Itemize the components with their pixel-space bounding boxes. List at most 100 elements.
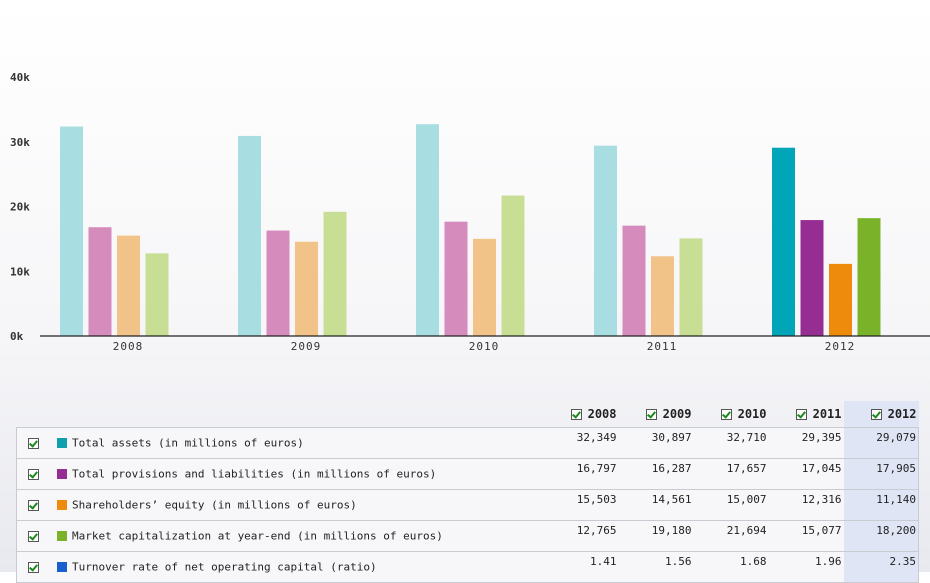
bar-2010-series-2[interactable] (444, 221, 468, 336)
value-cell-2008: 15,503 (543, 489, 619, 521)
checkbox-checked-icon[interactable] (720, 409, 732, 420)
value-cell-2011: 17,045 (768, 458, 844, 490)
value-cell-2012: 18,200 (843, 520, 919, 552)
y-tick-label: 40k (10, 71, 30, 84)
value-cell-2010: 17,657 (693, 458, 769, 490)
row-label-cell: Shareholders’ equity (in millions of eur… (16, 489, 544, 521)
bar-2009-series-2[interactable] (266, 230, 290, 336)
x-tick-label: 2009 (291, 340, 322, 353)
legend-swatch (57, 500, 67, 511)
value-cell-2012: 11,140 (843, 489, 919, 521)
bar-2011-series-3[interactable] (651, 256, 674, 336)
checkbox-checked-icon[interactable] (28, 499, 39, 511)
row-label-cell: Turnover rate of net operating capital (… (16, 551, 544, 583)
bar-2008-series-4[interactable] (145, 253, 169, 336)
y-tick-label: 30k (10, 136, 30, 149)
row-label: Total provisions and liabilities (in mil… (72, 467, 437, 481)
row-label: Turnover rate of net operating capital (… (72, 560, 377, 574)
row-label-cell: Total provisions and liabilities (in mil… (16, 458, 544, 490)
row-label-cell: Total assets (in millions of euros) (16, 427, 544, 459)
value-cell-2009: 14,561 (618, 489, 694, 521)
bar-2012-series-1[interactable] (772, 147, 795, 336)
data-table-container: 2008 2009 2010 2011 2012 Total assets (in mi… (16, 401, 919, 583)
value-cell-2010: 32,710 (693, 427, 769, 459)
value-cell-2010: 21,694 (693, 520, 769, 552)
header-year-label: 2010 (737, 407, 767, 421)
checkbox-checked-icon[interactable] (28, 437, 39, 449)
checkbox-checked-icon[interactable] (795, 409, 807, 420)
x-tick-label: 2011 (647, 340, 678, 353)
row-label: Shareholders’ equity (in millions of eur… (72, 498, 357, 512)
bar-2011-series-4[interactable] (679, 238, 703, 336)
value-cell-2011: 15,077 (768, 520, 844, 552)
y-tick-label: 10k (10, 265, 30, 278)
bar-2010-series-1[interactable] (416, 124, 439, 336)
value-cell-2010: 1.68 (693, 551, 769, 583)
value-cell-2008: 12,765 (543, 520, 619, 552)
value-cell-2008: 1.41 (543, 551, 619, 583)
table-row: Market capitalization at year-end (in mi… (16, 520, 919, 552)
bar-2012-series-2[interactable] (800, 220, 824, 336)
row-label-cell: Market capitalization at year-end (in mi… (16, 520, 544, 552)
bar-2009-series-1[interactable] (238, 135, 261, 336)
table-header-row: 2008 2009 2010 2011 2012 (17, 401, 919, 428)
value-cell-2009: 30,897 (618, 427, 694, 459)
row-label: Market capitalization at year-end (in mi… (72, 529, 443, 543)
row-label: Total assets (in millions of euros) (72, 436, 304, 450)
value-cell-2011: 29,395 (768, 427, 844, 459)
header-year-2011: 2011 (769, 401, 844, 428)
table-row: Shareholders’ equity (in millions of eur… (16, 489, 919, 521)
table-row: Total assets (in millions of euros) 32,34… (16, 427, 919, 459)
value-cell-2011: 12,316 (768, 489, 844, 521)
x-tick-label: 2012 (825, 340, 856, 353)
header-year-label: 2011 (812, 407, 842, 421)
header-year-2010: 2010 (694, 401, 769, 428)
value-cell-2010: 15,007 (693, 489, 769, 521)
value-cell-2009: 19,180 (618, 520, 694, 552)
checkbox-checked-icon[interactable] (570, 409, 582, 420)
bar-chart: 0k 10k 20k 30k 40k 2008 2009 2010 2011 2012 (10, 71, 930, 353)
bar-2008-series-1[interactable] (60, 126, 83, 336)
value-cell-2008: 16,797 (543, 458, 619, 490)
header-year-2009: 2009 (619, 401, 694, 428)
checkbox-checked-icon[interactable] (645, 409, 657, 420)
legend-swatch (57, 531, 67, 542)
y-tick-label: 20k (10, 201, 30, 214)
legend-swatch (57, 469, 67, 480)
header-label-spacer (17, 401, 544, 428)
x-tick-label: 2008 (113, 340, 144, 353)
value-cell-2012: 17,905 (843, 458, 919, 490)
value-cell-2009: 16,287 (618, 458, 694, 490)
value-cell-2012: 29,079 (843, 427, 919, 459)
checkbox-checked-icon[interactable] (870, 409, 882, 420)
value-cell-2011: 1.96 (768, 551, 844, 583)
checkbox-checked-icon[interactable] (28, 561, 39, 573)
bar-2012-series-4[interactable] (857, 218, 881, 336)
bar-2009-series-3[interactable] (295, 241, 318, 336)
header-year-label: 2009 (662, 407, 692, 421)
y-tick-label: 0k (10, 330, 24, 343)
value-cell-2009: 1.56 (618, 551, 694, 583)
legend-swatch (57, 562, 67, 573)
value-cell-2008: 32,349 (543, 427, 619, 459)
bar-2010-series-4[interactable] (501, 195, 525, 336)
bar-2010-series-3[interactable] (473, 238, 496, 336)
data-table: 2008 2009 2010 2011 2012 Total assets (in mi… (16, 401, 919, 583)
bar-2009-series-4[interactable] (323, 211, 347, 336)
header-year-label: 2012 (887, 407, 917, 421)
checkbox-checked-icon[interactable] (28, 468, 39, 480)
bar-2008-series-2[interactable] (88, 227, 112, 336)
header-year-2008: 2008 (544, 401, 619, 428)
header-year-2012: 2012 (843, 401, 919, 428)
bar-2012-series-3[interactable] (829, 263, 852, 336)
table-row: Turnover rate of net operating capital (… (16, 551, 919, 583)
legend-swatch (57, 438, 67, 449)
table-row: Total provisions and liabilities (in mil… (16, 458, 919, 490)
value-cell-2012: 2.35 (843, 551, 919, 583)
x-tick-label: 2010 (469, 340, 500, 353)
bar-2008-series-3[interactable] (117, 235, 140, 336)
bar-2011-series-1[interactable] (594, 145, 617, 336)
checkbox-checked-icon[interactable] (28, 530, 39, 542)
header-year-label: 2008 (587, 407, 617, 421)
bar-2011-series-2[interactable] (622, 225, 646, 336)
